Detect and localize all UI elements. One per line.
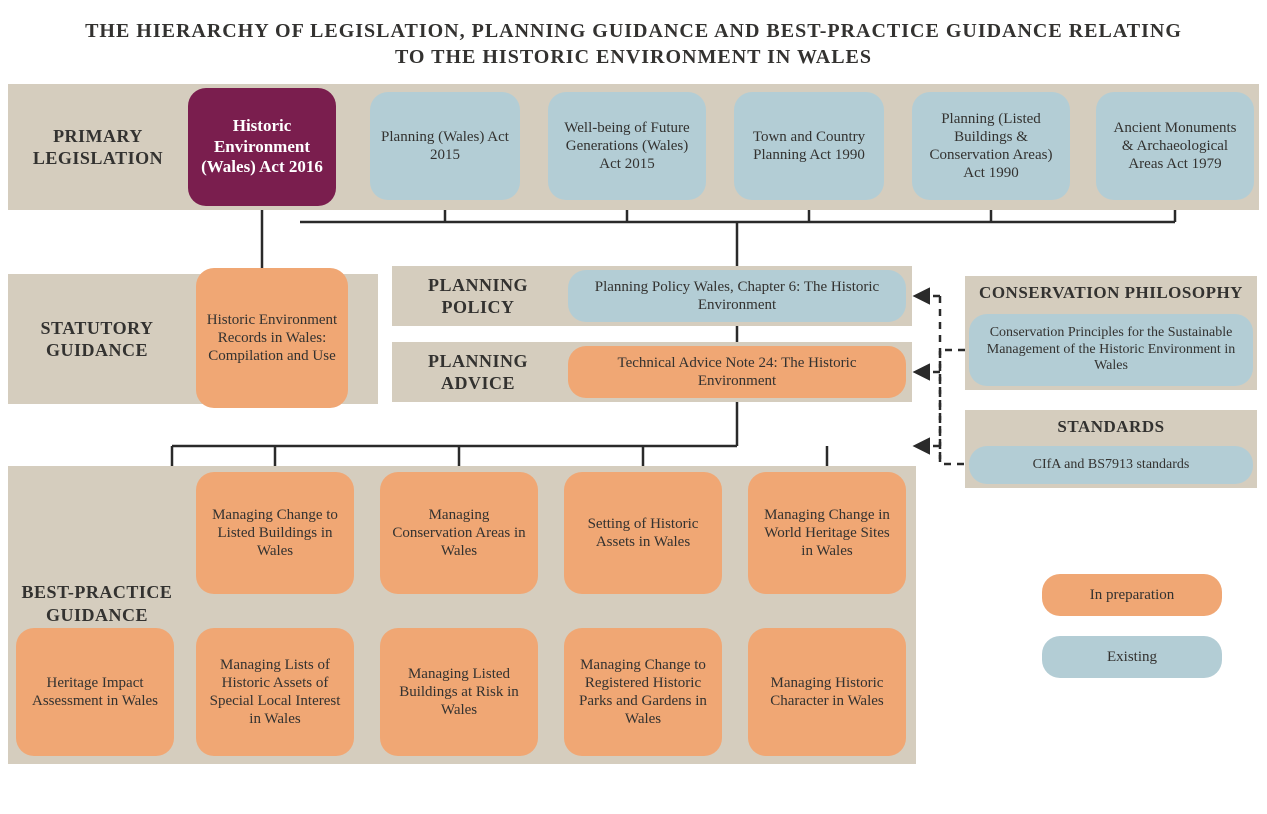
- node-text-bp_whs: Managing Change in World Heritage Sites …: [758, 506, 896, 560]
- node-text-bp_hia: Heritage Impact Assessment in Wales: [26, 674, 164, 710]
- node-bp_risk: Managing Listed Buildings at Risk in Wal…: [380, 628, 538, 756]
- node-leg_wfg: Well-being of Future Generations (Wales)…: [548, 92, 706, 200]
- band-label-policy: PLANNING POLICY: [392, 274, 564, 319]
- band-label-primary: PRIMARY LEGISLATION: [8, 125, 188, 170]
- node-text-leg_hew: Historic Environment (Wales) Act 2016: [198, 116, 326, 177]
- node-tan24: Technical Advice Note 24: The Historic E…: [568, 346, 906, 398]
- page-title: THE HIERARCHY OF LEGISLATION, PLANNING G…: [70, 18, 1197, 70]
- band-label-standards: STANDARDS: [965, 416, 1257, 437]
- node-text-tan24: Technical Advice Note 24: The Historic E…: [578, 354, 896, 390]
- node-text-std_cifa: CIfA and BS7913 standards: [979, 457, 1243, 474]
- node-text-bp_lb: Managing Change to Listed Buildings in W…: [206, 506, 344, 560]
- node-text-cons_prin: Conservation Principles for the Sustaina…: [979, 325, 1243, 375]
- node-text-bp_mll: Managing Lists of Historic Assets of Spe…: [206, 656, 344, 728]
- node-bp_hc: Managing Historic Character in Wales: [748, 628, 906, 756]
- node-ppw: Planning Policy Wales, Chapter 6: The Hi…: [568, 270, 906, 322]
- node-text-stat_her: Historic Environment Records in Wales: C…: [206, 311, 338, 365]
- node-text-bp_set: Setting of Historic Assets in Wales: [574, 515, 712, 551]
- node-text-legend_prep: In preparation: [1052, 586, 1212, 604]
- node-leg_hew: Historic Environment (Wales) Act 2016: [188, 88, 336, 206]
- node-text-leg_tcp: Town and Country Planning Act 1990: [744, 128, 874, 164]
- node-std_cifa: CIfA and BS7913 standards: [969, 446, 1253, 484]
- node-legend_prep: In preparation: [1042, 574, 1222, 616]
- node-leg_amaa: Ancient Monuments & Archaeological Areas…: [1096, 92, 1254, 200]
- node-bp_rpg: Managing Change to Registered Historic P…: [564, 628, 722, 756]
- node-legend_exist: Existing: [1042, 636, 1222, 678]
- node-text-bp_risk: Managing Listed Buildings at Risk in Wal…: [390, 665, 528, 719]
- node-bp_mll: Managing Lists of Historic Assets of Spe…: [196, 628, 354, 756]
- node-bp_hia: Heritage Impact Assessment in Wales: [16, 628, 174, 756]
- node-text-bp_rpg: Managing Change to Registered Historic P…: [574, 656, 712, 728]
- node-text-leg_wfg: Well-being of Future Generations (Wales)…: [558, 119, 696, 173]
- node-cons_prin: Conservation Principles for the Sustaina…: [969, 314, 1253, 386]
- band-label-conserv: CONSERVATION PHILOSOPHY: [965, 282, 1257, 303]
- node-text-ppw: Planning Policy Wales, Chapter 6: The Hi…: [578, 278, 896, 314]
- hierarchy-diagram: PRIMARY LEGISLATION STATUTORY GUIDANCE PLA…: [0, 84, 1267, 804]
- node-text-leg_amaa: Ancient Monuments & Archaeological Areas…: [1106, 119, 1244, 173]
- node-bp_set: Setting of Historic Assets in Wales: [564, 472, 722, 594]
- node-text-bp_ca: Managing Conservation Areas in Wales: [390, 506, 528, 560]
- node-text-legend_exist: Existing: [1052, 648, 1212, 666]
- band-label-advice: PLANNING ADVICE: [392, 350, 564, 395]
- node-bp_whs: Managing Change in World Heritage Sites …: [748, 472, 906, 594]
- band-label-statutory: STATUTORY GUIDANCE: [8, 317, 186, 362]
- node-leg_tcp: Town and Country Planning Act 1990: [734, 92, 884, 200]
- node-bp_ca: Managing Conservation Areas in Wales: [380, 472, 538, 594]
- node-text-bp_hc: Managing Historic Character in Wales: [758, 674, 896, 710]
- node-stat_her: Historic Environment Records in Wales: C…: [196, 268, 348, 408]
- node-leg_pwa: Planning (Wales) Act 2015: [370, 92, 520, 200]
- node-text-leg_plbc: Planning (Listed Buildings & Conservatio…: [922, 110, 1060, 182]
- node-bp_lb: Managing Change to Listed Buildings in W…: [196, 472, 354, 594]
- node-leg_plbc: Planning (Listed Buildings & Conservatio…: [912, 92, 1070, 200]
- node-text-leg_pwa: Planning (Wales) Act 2015: [380, 128, 510, 164]
